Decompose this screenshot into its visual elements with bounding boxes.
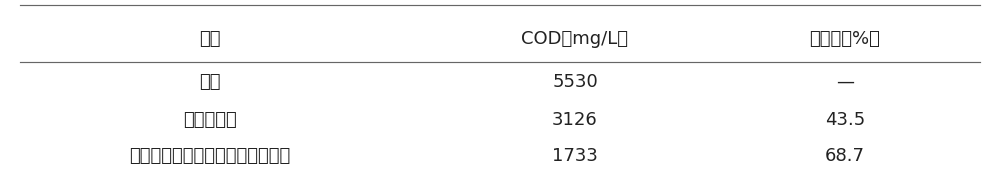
Text: —: — — [836, 73, 854, 91]
Text: 去除率（%）: 去除率（%） — [810, 30, 880, 48]
Text: COD（mg/L）: COD（mg/L） — [522, 30, 629, 48]
Text: 处理: 处理 — [199, 30, 221, 48]
Text: 芬顿处理后: 芬顿处理后 — [183, 111, 237, 129]
Text: 68.7: 68.7 — [825, 147, 865, 165]
Text: 芬顿中引入钒离子和黄腔酸处理后: 芬顿中引入钒离子和黄腔酸处理后 — [129, 147, 291, 165]
Text: 原水: 原水 — [199, 73, 221, 91]
Text: 43.5: 43.5 — [825, 111, 865, 129]
Text: 5530: 5530 — [552, 73, 598, 91]
Text: 1733: 1733 — [552, 147, 598, 165]
Text: 3126: 3126 — [552, 111, 598, 129]
